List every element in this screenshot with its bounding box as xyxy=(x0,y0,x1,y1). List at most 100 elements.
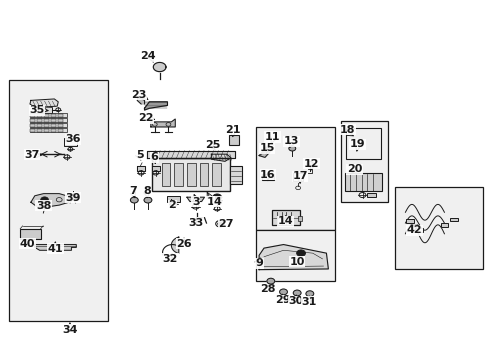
Text: 6: 6 xyxy=(150,152,158,162)
Bar xyxy=(406,220,413,223)
Bar xyxy=(394,187,483,269)
Bar xyxy=(44,129,49,132)
Text: 1: 1 xyxy=(206,197,214,207)
Text: 31: 31 xyxy=(301,297,316,307)
Text: 5: 5 xyxy=(136,150,143,160)
Bar xyxy=(186,163,195,186)
Bar xyxy=(51,129,56,132)
Text: 25: 25 xyxy=(205,140,221,150)
Bar xyxy=(51,124,56,127)
Bar xyxy=(9,80,108,320)
Bar xyxy=(161,163,170,186)
Bar xyxy=(228,135,238,145)
Text: 18: 18 xyxy=(340,125,355,135)
Circle shape xyxy=(266,278,274,284)
Bar xyxy=(58,114,62,117)
Polygon shape xyxy=(171,237,179,253)
Circle shape xyxy=(279,289,287,295)
Bar xyxy=(440,223,447,226)
Bar xyxy=(30,118,67,122)
Text: 21: 21 xyxy=(224,125,240,135)
Bar xyxy=(37,124,42,127)
Bar xyxy=(152,158,229,191)
Text: 19: 19 xyxy=(349,139,365,149)
Bar xyxy=(64,138,77,145)
Bar xyxy=(298,216,302,221)
Text: 27: 27 xyxy=(218,219,233,229)
Bar xyxy=(340,121,387,202)
Bar xyxy=(199,163,208,186)
Text: 42: 42 xyxy=(406,225,421,235)
Text: 9: 9 xyxy=(255,258,263,268)
Bar xyxy=(30,113,67,117)
Text: 40: 40 xyxy=(20,239,35,249)
Text: 23: 23 xyxy=(131,90,146,100)
Text: 17: 17 xyxy=(292,171,307,181)
Bar xyxy=(58,129,62,132)
Text: 20: 20 xyxy=(346,164,362,174)
Bar xyxy=(44,114,49,117)
Bar xyxy=(271,211,300,225)
Polygon shape xyxy=(137,98,144,104)
Circle shape xyxy=(288,146,295,151)
Circle shape xyxy=(217,222,222,226)
Text: 22: 22 xyxy=(138,113,153,123)
Bar xyxy=(212,163,221,186)
Text: 14: 14 xyxy=(277,216,293,226)
Polygon shape xyxy=(259,146,273,157)
Polygon shape xyxy=(31,194,69,207)
Bar xyxy=(345,128,380,159)
Bar xyxy=(58,124,62,127)
Bar xyxy=(256,127,334,230)
Text: 29: 29 xyxy=(274,295,290,305)
Polygon shape xyxy=(144,102,167,110)
Bar xyxy=(37,119,42,122)
Text: 38: 38 xyxy=(36,201,51,211)
Circle shape xyxy=(144,197,152,203)
Bar xyxy=(58,119,62,122)
Text: 26: 26 xyxy=(176,239,191,249)
Bar xyxy=(449,218,457,221)
Bar xyxy=(20,229,41,239)
Text: 12: 12 xyxy=(304,159,319,169)
Bar xyxy=(51,119,56,122)
Circle shape xyxy=(212,194,221,201)
Bar xyxy=(166,196,179,202)
Text: 7: 7 xyxy=(129,186,137,196)
Text: 41: 41 xyxy=(47,244,63,254)
Bar xyxy=(37,129,42,132)
Bar xyxy=(344,173,381,192)
Circle shape xyxy=(296,250,305,256)
Bar xyxy=(44,124,49,127)
Bar xyxy=(37,114,42,117)
Bar xyxy=(256,230,334,281)
Text: 39: 39 xyxy=(65,193,81,203)
Polygon shape xyxy=(151,119,175,127)
Polygon shape xyxy=(153,62,165,72)
Text: 32: 32 xyxy=(163,254,178,264)
Text: 13: 13 xyxy=(283,136,298,146)
Text: 28: 28 xyxy=(260,284,275,294)
Circle shape xyxy=(293,290,301,296)
Text: 10: 10 xyxy=(289,257,304,267)
Bar xyxy=(30,123,67,127)
Polygon shape xyxy=(186,197,204,202)
Bar xyxy=(262,174,273,180)
Bar xyxy=(30,129,67,132)
Bar xyxy=(174,163,183,186)
Circle shape xyxy=(68,194,77,201)
Bar xyxy=(30,114,35,117)
Text: 11: 11 xyxy=(264,132,280,142)
Text: 16: 16 xyxy=(260,170,275,180)
Text: 37: 37 xyxy=(24,150,40,160)
Bar xyxy=(366,193,375,197)
Circle shape xyxy=(306,161,313,166)
Circle shape xyxy=(305,291,313,297)
Bar xyxy=(30,119,35,122)
Text: 36: 36 xyxy=(65,134,81,144)
Polygon shape xyxy=(30,99,58,108)
Circle shape xyxy=(130,197,138,203)
Polygon shape xyxy=(152,166,159,171)
Text: 35: 35 xyxy=(30,105,45,115)
Polygon shape xyxy=(147,150,234,158)
